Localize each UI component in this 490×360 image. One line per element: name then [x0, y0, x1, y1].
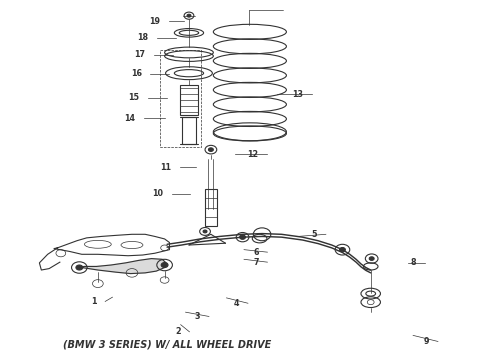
Bar	[180, 85, 198, 115]
Text: 7: 7	[253, 258, 259, 267]
Text: 4: 4	[234, 299, 239, 308]
Circle shape	[187, 14, 191, 17]
Circle shape	[161, 262, 168, 267]
Bar	[205, 189, 217, 226]
Text: 18: 18	[137, 33, 148, 42]
Text: 9: 9	[424, 337, 429, 346]
Text: 16: 16	[131, 69, 142, 78]
Text: 15: 15	[128, 93, 139, 102]
Polygon shape	[78, 258, 166, 274]
Circle shape	[203, 230, 207, 233]
Text: (BMW 3 SERIES) W/ ALL WHEEL DRIVE: (BMW 3 SERIES) W/ ALL WHEEL DRIVE	[63, 340, 271, 350]
Text: 2: 2	[175, 327, 181, 336]
Text: 14: 14	[124, 114, 135, 123]
Bar	[182, 117, 196, 144]
Text: 6: 6	[253, 248, 259, 257]
Circle shape	[340, 248, 345, 252]
Circle shape	[240, 235, 245, 239]
Text: 5: 5	[312, 230, 317, 239]
Text: 19: 19	[149, 17, 160, 26]
Text: 1: 1	[91, 297, 97, 306]
Circle shape	[76, 265, 83, 270]
Circle shape	[369, 257, 374, 260]
Circle shape	[208, 148, 213, 152]
Text: 3: 3	[195, 312, 200, 321]
Text: 12: 12	[247, 150, 259, 159]
Text: 11: 11	[160, 163, 171, 172]
Text: 10: 10	[152, 189, 163, 198]
Text: 17: 17	[134, 50, 145, 59]
Text: 13: 13	[293, 90, 303, 99]
Text: 8: 8	[411, 258, 416, 267]
